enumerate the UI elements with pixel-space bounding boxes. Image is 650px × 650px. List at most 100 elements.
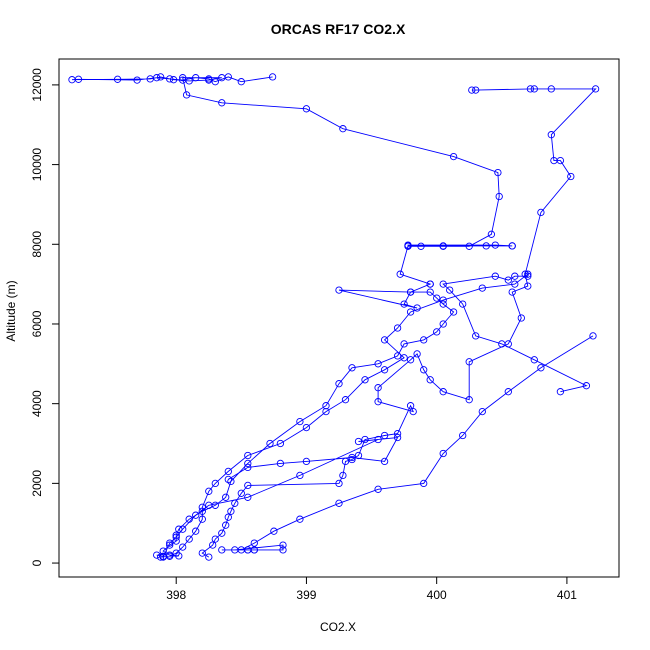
data-point — [449, 308, 458, 316]
data-point — [537, 208, 545, 217]
data-point — [487, 230, 496, 238]
data-point — [439, 449, 447, 458]
data-point — [511, 280, 519, 288]
data-point — [547, 85, 555, 93]
data-point — [172, 537, 180, 545]
chart-title: ORCAS RF17 CO2.X — [271, 21, 406, 37]
data-point — [179, 74, 187, 82]
data-point — [205, 487, 213, 495]
data-point — [591, 85, 600, 93]
data-point — [517, 314, 525, 322]
data-point — [224, 475, 232, 484]
data-point — [374, 384, 382, 392]
data-point — [413, 350, 421, 358]
data-point — [276, 459, 285, 468]
data-point — [302, 457, 311, 466]
y-tick-label: 2000 — [30, 470, 44, 497]
data-point — [179, 525, 187, 533]
data-point — [567, 172, 575, 181]
data-point — [504, 276, 512, 284]
data-point — [341, 396, 350, 404]
data-point — [498, 340, 506, 348]
data-point — [478, 407, 486, 416]
data-point — [374, 360, 382, 368]
series-line — [160, 436, 399, 558]
data-point — [439, 242, 447, 250]
data-point — [524, 282, 532, 290]
data-point — [420, 479, 428, 488]
data-point — [169, 76, 178, 84]
data-point — [153, 551, 161, 559]
data-point — [494, 168, 502, 177]
data-point — [276, 439, 285, 448]
data-point — [420, 366, 428, 374]
data-point — [417, 242, 425, 250]
data-point — [361, 435, 369, 444]
data-point — [420, 336, 428, 344]
data-point — [192, 511, 200, 519]
data-point — [335, 499, 343, 507]
data-point — [198, 503, 206, 511]
data-point — [322, 407, 330, 416]
series-line — [169, 273, 588, 557]
data-point — [374, 485, 382, 493]
data-point — [504, 388, 512, 396]
data-point — [449, 152, 458, 161]
data-point — [556, 388, 565, 396]
data-point — [491, 272, 499, 280]
data-point — [472, 86, 480, 94]
data-point — [270, 527, 278, 535]
x-tick-label: 400 — [427, 588, 447, 602]
data-point — [166, 539, 174, 547]
data-point — [526, 85, 535, 93]
plot-frame — [58, 58, 620, 578]
data-point — [406, 402, 415, 410]
data-point — [222, 521, 230, 529]
data-point — [393, 352, 402, 360]
data-point — [166, 75, 174, 83]
data-point — [348, 364, 356, 372]
data-point — [146, 75, 154, 83]
data-point — [465, 242, 473, 250]
data-point — [302, 105, 311, 113]
data-point — [244, 546, 252, 554]
data-point — [237, 78, 245, 86]
data-point — [218, 546, 226, 554]
data-point — [172, 531, 180, 539]
x-axis-label: CO2.X — [320, 620, 356, 634]
data-point — [218, 99, 226, 107]
data-point — [406, 356, 415, 364]
data-point — [222, 493, 230, 501]
data-point — [478, 284, 486, 292]
data-point — [192, 74, 200, 82]
data-point — [179, 543, 187, 551]
data-point — [589, 332, 597, 340]
data-point — [465, 396, 473, 404]
data-point — [156, 553, 165, 561]
data-point — [530, 85, 538, 93]
data-point — [205, 76, 213, 84]
data-point — [211, 479, 219, 488]
data-point — [335, 286, 343, 294]
data-point — [348, 455, 356, 464]
data-point — [296, 417, 304, 426]
data-point — [439, 320, 447, 328]
x-tick-label: 398 — [166, 588, 186, 602]
x-tick-label: 401 — [557, 588, 577, 602]
data-point — [172, 533, 180, 541]
data-point — [156, 73, 165, 81]
data-point — [508, 242, 516, 250]
data-point — [524, 270, 532, 278]
data-point — [393, 433, 402, 442]
data-point — [185, 535, 193, 543]
data-point — [211, 535, 219, 543]
data-point — [209, 541, 217, 549]
data-point — [400, 354, 408, 362]
data-point — [396, 270, 404, 278]
data-point — [511, 272, 519, 280]
data-point — [237, 489, 245, 497]
data-point — [339, 471, 347, 480]
data-point — [465, 358, 473, 366]
data-point — [524, 272, 532, 280]
